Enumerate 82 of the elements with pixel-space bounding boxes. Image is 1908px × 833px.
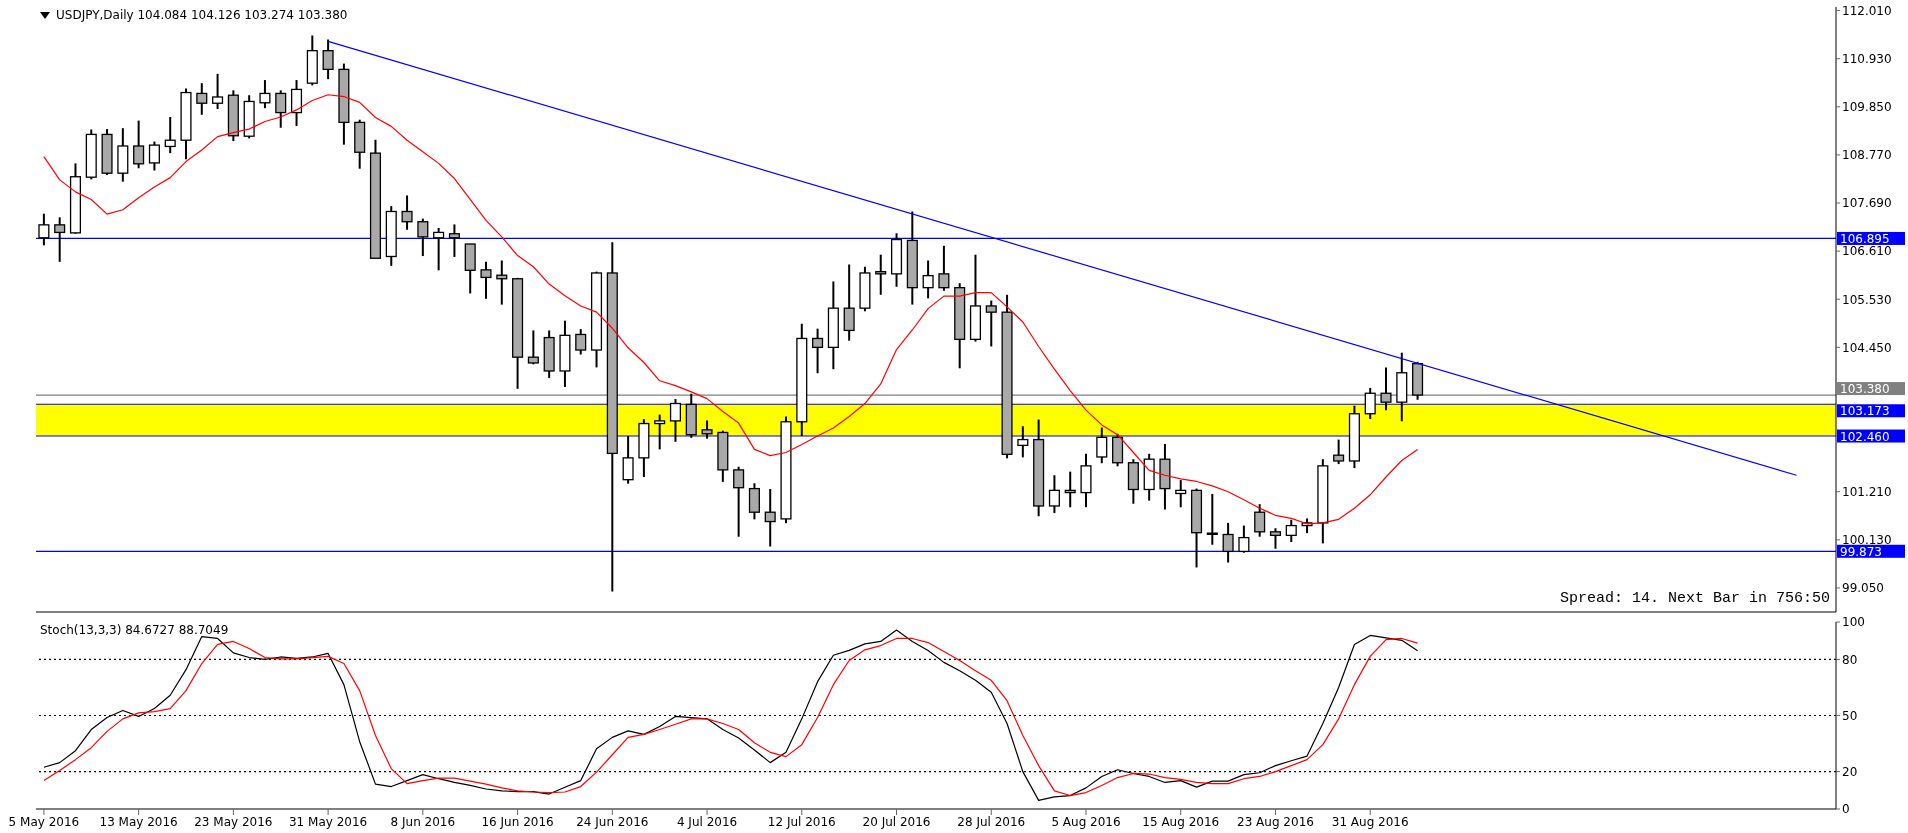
ref-line-label: 103.380 — [1840, 382, 1890, 397]
candlestick — [938, 244, 950, 292]
x-tick-label: 4 Jul 2016 — [676, 814, 738, 829]
candlestick — [527, 329, 539, 366]
chart-title: USDJPY,Daily 104.084 104.126 103.274 103.380 — [56, 8, 348, 22]
x-tick-label: 13 May 2016 — [99, 814, 178, 829]
x-tick-label: 28 Jul 2016 — [957, 814, 1026, 829]
y-tick-label: 110.930 — [1842, 51, 1892, 66]
ref-line-label: 103.173 — [1840, 404, 1890, 419]
y-tick-label: 109.850 — [1842, 100, 1892, 115]
x-tick-label: 24 Jun 2016 — [576, 814, 649, 829]
line-series — [43, 94, 1419, 525]
y-tick-label: 20 — [1842, 764, 1858, 779]
x-tick-label: 16 Jun 2016 — [481, 814, 554, 829]
y-tick-label: 0 — [1842, 802, 1850, 817]
y-tick-label: 50 — [1842, 708, 1858, 723]
candlestick — [875, 253, 887, 296]
candlestick — [843, 263, 855, 342]
y-tick-label: 105.530 — [1842, 292, 1892, 307]
candlestick — [259, 79, 271, 110]
candlestick — [575, 328, 587, 356]
candlestick — [322, 38, 334, 81]
candlestick — [1017, 425, 1029, 459]
candlestick — [38, 212, 50, 247]
candlestick — [1380, 366, 1392, 412]
chart-title: Stoch(13,3,3) 84.6727 88.7049 — [40, 623, 229, 637]
candlestick — [1364, 386, 1376, 421]
candlestick — [54, 216, 66, 263]
candlestick — [212, 72, 224, 111]
candlestick — [764, 488, 776, 548]
candlestick — [748, 482, 760, 521]
candlestick — [448, 223, 460, 258]
candlestick — [1096, 426, 1108, 465]
candlestick — [164, 116, 176, 155]
x-tick-label: 5 Aug 2016 — [1051, 814, 1121, 829]
x-tick-label: 23 Aug 2016 — [1237, 814, 1314, 829]
y-tick-label: 108.770 — [1842, 148, 1892, 163]
candlestick — [701, 419, 713, 440]
annotation: Spread: 14. Next Bar in 756:50 — [1559, 590, 1830, 607]
y-tick-label: 99.050 — [1842, 581, 1884, 596]
candlestick — [1269, 527, 1282, 550]
x-tick-label: 23 May 2016 — [194, 814, 273, 829]
candlestick — [1222, 521, 1234, 564]
candlestick — [733, 465, 745, 538]
x-tick-label: 15 Aug 2016 — [1142, 814, 1220, 829]
candlestick — [401, 194, 413, 231]
candlestick — [1285, 518, 1297, 544]
candlestick — [275, 89, 287, 129]
y-tick-label: 101.210 — [1842, 484, 1892, 499]
candlestick — [133, 119, 145, 170]
x-tick-label: 8 Jun 2016 — [390, 814, 456, 829]
candlestick — [148, 140, 160, 172]
candlestick — [812, 327, 824, 375]
y-tick-label: 104.450 — [1842, 340, 1892, 355]
x-tick-label: 12 Jul 2016 — [767, 814, 836, 829]
candlestick — [985, 299, 997, 348]
y-tick-label: 106.610 — [1842, 244, 1892, 259]
candlestick — [1048, 474, 1060, 515]
candlestick — [1238, 524, 1250, 554]
candlestick — [1333, 438, 1345, 466]
x-tick-label: 31 Aug 2016 — [1331, 814, 1409, 829]
candlestick — [417, 217, 429, 258]
x-tick-label: 31 May 2016 — [288, 814, 368, 829]
candlestick — [669, 398, 682, 443]
candlestick — [290, 79, 303, 127]
candlestick — [433, 226, 445, 272]
x-tick-label: 5 May 2016 — [8, 814, 80, 829]
candlestick — [654, 413, 666, 451]
ref-line-label: 106.895 — [1840, 231, 1890, 246]
x-tick-label: 20 Jul 2016 — [862, 814, 931, 829]
candlestick — [922, 259, 934, 300]
y-tick-label: 107.690 — [1842, 196, 1892, 211]
candlestick — [1254, 503, 1266, 538]
y-tick-label: 80 — [1842, 652, 1858, 667]
candlestick — [1175, 479, 1187, 509]
candlestick — [480, 260, 492, 300]
candlestick — [1206, 492, 1218, 546]
ref-line-label: 102.460 — [1840, 429, 1890, 444]
y-tick-label: 100 — [1842, 615, 1865, 630]
candlestick — [622, 435, 634, 485]
y-tick-label: 112.010 — [1842, 3, 1892, 18]
candlestick — [196, 82, 208, 116]
